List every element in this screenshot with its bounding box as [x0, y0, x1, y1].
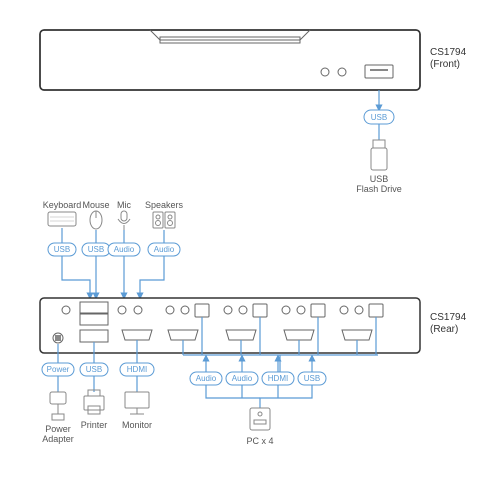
svg-text:PC x 4: PC x 4 [246, 436, 273, 446]
svg-text:USB: USB [371, 113, 387, 122]
svg-text:USB: USB [86, 365, 102, 374]
svg-text:Adapter: Adapter [42, 434, 74, 444]
svg-text:Monitor: Monitor [122, 420, 152, 430]
front-title-2: (Front) [430, 59, 460, 70]
top-peripheral-wires: USB USB Audio Audio [48, 228, 180, 296]
svg-text:Speakers: Speakers [145, 200, 184, 210]
svg-text:USB: USB [88, 245, 104, 254]
svg-text:Audio: Audio [154, 245, 175, 254]
front-usb-connection: USB USB Flash Drive [356, 90, 402, 194]
power-adapter-icon [50, 392, 66, 420]
svg-text:Mouse: Mouse [82, 200, 109, 210]
front-usb-port [365, 65, 393, 78]
svg-text:Power: Power [47, 365, 70, 374]
rear-bottom-connections: Power Power Adapter USB Printer HDMI Mon… [42, 340, 154, 444]
svg-text:USB: USB [304, 374, 320, 383]
top-peripherals: Keyboard Mouse Mic Speakers [43, 200, 184, 230]
svg-text:Audio: Audio [232, 374, 253, 383]
svg-text:(Rear): (Rear) [430, 324, 458, 335]
svg-text:Printer: Printer [81, 420, 108, 430]
speakers-icon [153, 212, 175, 228]
keyboard-icon [48, 212, 76, 226]
svg-text:Audio: Audio [114, 245, 135, 254]
front-title-1: CS1794 [430, 47, 467, 58]
svg-text:HDMI: HDMI [268, 374, 288, 383]
usb-flash-drive-icon [371, 140, 387, 170]
svg-text:Mic: Mic [117, 200, 131, 210]
svg-text:Flash Drive: Flash Drive [356, 184, 402, 194]
svg-text:CS1794: CS1794 [430, 312, 467, 323]
front-panel [40, 30, 420, 90]
svg-text:Audio: Audio [196, 374, 217, 383]
connection-diagram: CS1794 (Front) USB USB Flash Drive Keybo… [0, 0, 500, 500]
pc-icon [250, 408, 270, 430]
svg-text:HDMI: HDMI [127, 365, 147, 374]
svg-text:USB: USB [370, 174, 389, 184]
svg-text:USB: USB [54, 245, 70, 254]
rear-panel [40, 298, 420, 355]
monitor-icon [125, 392, 149, 414]
mic-icon [118, 211, 130, 230]
pc-group: Audio Audio HDMI USB PC x 4 [190, 355, 326, 446]
printer-icon [84, 390, 104, 414]
svg-text:Power: Power [45, 424, 71, 434]
svg-text:Keyboard: Keyboard [43, 200, 82, 210]
